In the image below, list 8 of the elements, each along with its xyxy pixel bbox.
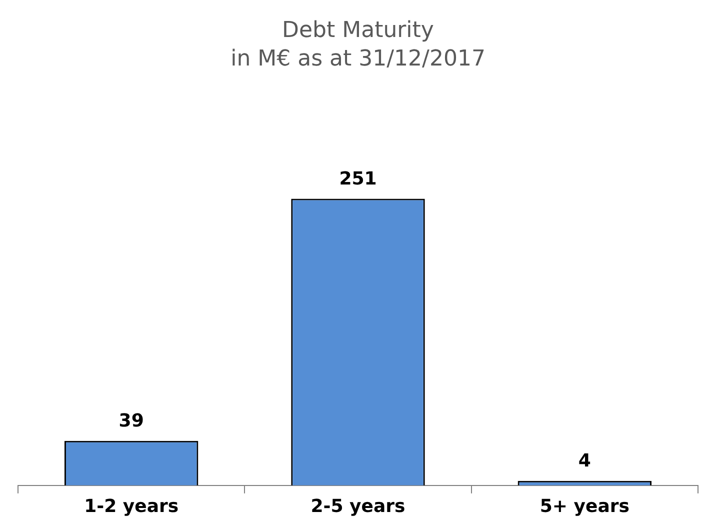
x-tick-label: 1-2 years [84, 496, 179, 517]
x-tick-label: 5+ years [540, 496, 630, 517]
x-tick-label: 2-5 years [310, 496, 406, 517]
data-label: 4 [578, 450, 591, 472]
chart-title: Debt Maturity [282, 18, 434, 43]
data-label: 39 [118, 410, 144, 432]
data-label: 251 [339, 168, 377, 190]
chart-subtitle: in M€ as at 31/12/2017 [230, 46, 486, 72]
